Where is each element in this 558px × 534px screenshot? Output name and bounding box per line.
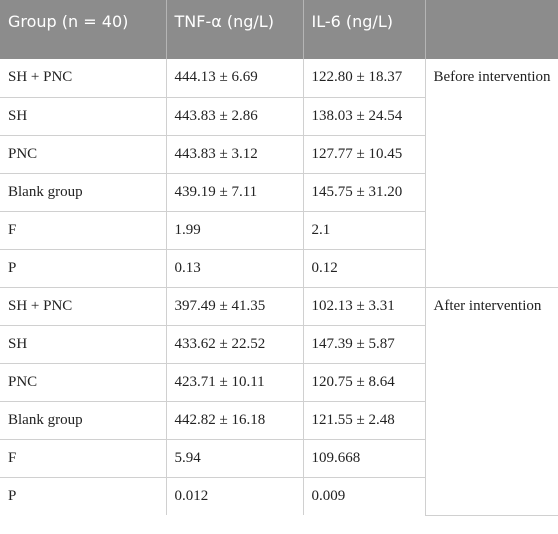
cell-il6: 145.75 ± 31.20 bbox=[303, 173, 426, 212]
cell-tnf: 0.012 bbox=[166, 477, 304, 515]
table-row: F 5.94 109.668 bbox=[0, 439, 558, 478]
table-row: F 1.99 2.1 bbox=[0, 211, 558, 250]
cell-il6: 122.80 ± 18.37 bbox=[303, 59, 426, 98]
cell-tnf: 443.83 ± 3.12 bbox=[166, 135, 304, 174]
cell-il6: 121.55 ± 2.48 bbox=[303, 401, 426, 440]
cell-tnf: 439.19 ± 7.11 bbox=[166, 173, 304, 212]
cell-il6: 2.1 bbox=[303, 211, 426, 250]
cell-il6: 127.77 ± 10.45 bbox=[303, 135, 426, 174]
header-phase bbox=[425, 0, 558, 59]
cell-il6: 0.009 bbox=[303, 477, 426, 515]
cell-group: SH bbox=[0, 325, 167, 364]
table-row: PNC 443.83 ± 3.12 127.77 ± 10.45 bbox=[0, 135, 558, 174]
table-row: P 0.13 0.12 bbox=[0, 249, 558, 288]
table-row: SH 443.83 ± 2.86 138.03 ± 24.54 bbox=[0, 97, 558, 136]
header-tnf: TNF-α (ng/L) bbox=[166, 0, 304, 59]
cell-group: SH bbox=[0, 97, 167, 136]
cell-il6: 138.03 ± 24.54 bbox=[303, 97, 426, 136]
header-row: Group (n = 40) TNF-α (ng/L) IL-6 (ng/L) bbox=[0, 0, 558, 59]
cell-tnf: 444.13 ± 6.69 bbox=[166, 59, 304, 98]
phase-label-before: Before intervention bbox=[425, 59, 558, 288]
results-table: Group (n = 40) TNF-α (ng/L) IL-6 (ng/L) … bbox=[0, 0, 558, 516]
cell-group: PNC bbox=[0, 363, 167, 402]
cell-tnf: 433.62 ± 22.52 bbox=[166, 325, 304, 364]
cell-group: F bbox=[0, 211, 167, 250]
cell-group: PNC bbox=[0, 135, 167, 174]
table-row: Blank group 442.82 ± 16.18 121.55 ± 2.48 bbox=[0, 401, 558, 440]
cell-group: Blank group bbox=[0, 173, 167, 212]
cell-il6: 120.75 ± 8.64 bbox=[303, 363, 426, 402]
table-row: SH + PNC 397.49 ± 41.35 102.13 ± 3.31 Af… bbox=[0, 287, 558, 516]
table-row: P 0.012 0.009 bbox=[0, 477, 558, 515]
cell-tnf: 442.82 ± 16.18 bbox=[166, 401, 304, 440]
cell-il6: 102.13 ± 3.31 bbox=[303, 287, 426, 326]
cell-tnf: 1.99 bbox=[166, 211, 304, 250]
cell-group: SH + PNC bbox=[0, 59, 167, 98]
cell-tnf: 397.49 ± 41.35 bbox=[166, 287, 304, 326]
cell-group: Blank group bbox=[0, 401, 167, 440]
header-il6: IL-6 (ng/L) bbox=[303, 0, 426, 59]
table-row: PNC 423.71 ± 10.11 120.75 ± 8.64 bbox=[0, 363, 558, 402]
cell-il6: 109.668 bbox=[303, 439, 426, 478]
cell-tnf: 5.94 bbox=[166, 439, 304, 478]
cell-group: P bbox=[0, 477, 167, 515]
cell-group: SH + PNC bbox=[0, 287, 167, 326]
cell-tnf: 423.71 ± 10.11 bbox=[166, 363, 304, 402]
table-row: SH 433.62 ± 22.52 147.39 ± 5.87 bbox=[0, 325, 558, 364]
table-row: SH + PNC 444.13 ± 6.69 122.80 ± 18.37 Be… bbox=[0, 59, 558, 288]
cell-tnf: 0.13 bbox=[166, 249, 304, 288]
cell-group: F bbox=[0, 439, 167, 478]
cell-group: P bbox=[0, 249, 167, 288]
table-row: Blank group 439.19 ± 7.11 145.75 ± 31.20 bbox=[0, 173, 558, 212]
cell-tnf: 443.83 ± 2.86 bbox=[166, 97, 304, 136]
cell-il6: 147.39 ± 5.87 bbox=[303, 325, 426, 364]
cell-il6: 0.12 bbox=[303, 249, 426, 288]
phase-label-after: After intervention bbox=[425, 287, 558, 516]
header-group: Group (n = 40) bbox=[0, 0, 167, 59]
